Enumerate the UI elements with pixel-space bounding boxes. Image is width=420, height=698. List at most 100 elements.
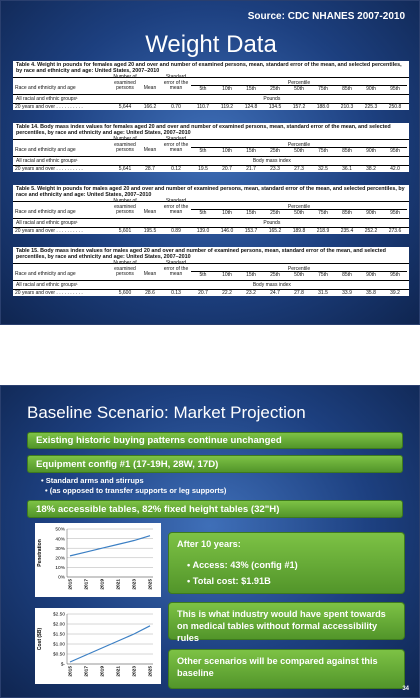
table-subheader: All racial and ethnic groups¹ Pounds — [13, 219, 409, 227]
percentile-value: 23.2 — [246, 289, 256, 296]
percentile-header: 15th — [246, 271, 256, 278]
y-axis-label: Cost ($B) — [37, 628, 43, 651]
bar-table-mix: 18% accessible tables, 82% fixed height … — [27, 500, 403, 518]
percentile-value: 153.7 — [244, 227, 258, 234]
column-header: Standard error of the mean — [163, 136, 189, 154]
table-header: Race and ethnicity and age Number of exam… — [13, 260, 409, 281]
column-header: Mean — [143, 209, 157, 216]
percentile-title: Percentile — [191, 202, 407, 210]
percentile-header: 90th — [366, 147, 376, 154]
percentile-value: 35.8 — [366, 289, 376, 296]
table-row: 20 years and over . . . . . . . . . . 5,6… — [13, 102, 409, 110]
column-header: Standard error of the mean — [163, 198, 189, 216]
nhanes-table: Table 14. Body mass index values for fem… — [13, 123, 409, 172]
table-header: Race and ethnicity and age Number of exam… — [13, 136, 409, 157]
percentile-header: 90th — [366, 85, 376, 92]
y-tick-label: 30% — [55, 546, 65, 552]
x-tick-label: 2021 — [116, 666, 122, 677]
mean-value: 166.2 — [143, 103, 157, 110]
percentile-values: 139.0 146.0 153.7 165.2 189.8 218.9 235.4 252.2… — [191, 228, 407, 234]
percentile-value: 119.2 — [220, 103, 234, 110]
percentile-title: Percentile — [191, 78, 407, 86]
percentile-header: 95th — [390, 85, 400, 92]
x-tick-label: 2017 — [84, 579, 90, 590]
table-caption: Table 4. Weight in pounds for females ag… — [13, 61, 409, 78]
percentile-value: 273.6 — [388, 227, 402, 234]
group-label: All racial and ethnic groups¹ — [16, 157, 78, 164]
percentile-group: Percentile 5th 10th 15th 25th 50th 75th 85th 90t… — [191, 140, 407, 156]
industry-spend-box: This is what industry would have spent t… — [168, 602, 405, 643]
cost-chart-svg: Cost ($B) $- $0.50 $1.00 $1.50 $2.00 $2.50 2015… — [37, 612, 154, 677]
percentile-value: 20.7 — [198, 289, 208, 296]
percentile-value: 33.9 — [342, 289, 352, 296]
percentile-header: 10th — [222, 85, 232, 92]
table-header: Race and ethnicity and age Number of exam… — [13, 74, 409, 95]
page-number: 34 — [402, 686, 409, 692]
column-header: Number of examined persons — [113, 136, 137, 154]
examined-count: 5,600 — [118, 289, 132, 296]
row-label: 20 years and over . . . . . . . . . . — [15, 289, 83, 296]
percentile-value: 27.3 — [294, 165, 304, 172]
nhanes-table: Table 15. Body mass index values for mal… — [13, 247, 409, 296]
table-subheader: All racial and ethnic groups¹ Body mass i… — [13, 281, 409, 289]
result-item: Access: 43% (config #1) — [187, 559, 396, 571]
percentile-header: 25th — [270, 209, 280, 216]
percentile-header: 95th — [390, 209, 400, 216]
group-label: All racial and ethnic groups¹ — [16, 281, 78, 288]
percentile-group: Percentile 5th 10th 15th 25th 50th 75th 85th 90t… — [191, 78, 407, 94]
x-tick-label: 2019 — [100, 579, 106, 590]
percentile-value: 188.0 — [316, 103, 330, 110]
percentile-header: 75th — [318, 209, 328, 216]
penetration-chart: Penetration 0% 10% 20% 30% 40% 50% 2015 2017 2019… — [35, 523, 161, 597]
mean-value: 28.6 — [145, 289, 155, 296]
group-label: All racial and ethnic groups¹ — [16, 219, 78, 226]
percentile-value: 27.8 — [294, 289, 304, 296]
x-tick-label: 2023 — [132, 666, 138, 677]
percentile-value: 252.2 — [364, 227, 378, 234]
y-tick-label: $1.50 — [53, 632, 65, 638]
percentile-value: 134.5 — [268, 103, 282, 110]
bullet-item: (as opposed to transfer supports or leg … — [41, 486, 227, 496]
column-header: Race and ethnicity and age — [15, 147, 76, 154]
table-row: 20 years and over . . . . . . . . . . 5,6… — [13, 164, 409, 172]
percentile-header: 85th — [342, 85, 352, 92]
percentile-header: 75th — [318, 147, 328, 154]
percentile-value: 218.9 — [316, 227, 330, 234]
mean-value: 195.5 — [143, 227, 157, 234]
percentile-header: 50th — [294, 85, 304, 92]
percentile-value: 19.5 — [198, 165, 208, 172]
percentile-value: 235.4 — [340, 227, 354, 234]
bullet-item: Standard arms and stirrups — [41, 476, 226, 486]
table-header: Race and ethnicity and age Number of exam… — [13, 198, 409, 219]
percentile-value: 22.2 — [222, 289, 232, 296]
percentile-value: 36.1 — [342, 165, 352, 172]
row-label: 20 years and over . . . . . . . . . . — [15, 103, 83, 110]
percentile-value: 146.0 — [220, 227, 234, 234]
percentile-header: 90th — [366, 271, 376, 278]
percentile-header: 5th — [199, 147, 207, 154]
percentile-value: 189.8 — [292, 227, 306, 234]
percentile-header: 75th — [318, 271, 328, 278]
column-header: Mean — [143, 85, 157, 92]
percentile-header: 85th — [342, 147, 352, 154]
percentile-value: 157.2 — [292, 103, 306, 110]
percentile-header: 50th — [294, 271, 304, 278]
table-row: 20 years and over . . . . . . . . . . 5,6… — [13, 226, 409, 234]
percentile-header: 95th — [390, 271, 400, 278]
box-text: This is what industry would have spent t… — [177, 609, 386, 643]
column-header: Mean — [143, 147, 157, 154]
column-header: Number of examined persons — [113, 74, 137, 92]
row-label: 20 years and over . . . . . . . . . . — [15, 227, 83, 234]
bar-equipment-config: Equipment config #1 (17-19H, 28W, 17D) — [27, 455, 403, 473]
percentile-header: 85th — [342, 209, 352, 216]
slide-weight-data: Source: CDC NHANES 2007-2010 Weight Data… — [0, 0, 420, 325]
y-axis-label: Penetration — [37, 539, 43, 567]
se-value: 0.70 — [171, 103, 181, 110]
percentile-values: 19.5 20.7 21.7 23.3 27.3 32.5 36.1 38.2 42.0 — [191, 166, 407, 172]
percentile-header: 15th — [246, 147, 256, 154]
se-value: 0.13 — [171, 289, 181, 296]
y-tick-label: $0.50 — [53, 652, 65, 658]
percentile-header: 5th — [199, 209, 207, 216]
series-line — [69, 535, 151, 557]
percentile-header: 50th — [294, 147, 304, 154]
